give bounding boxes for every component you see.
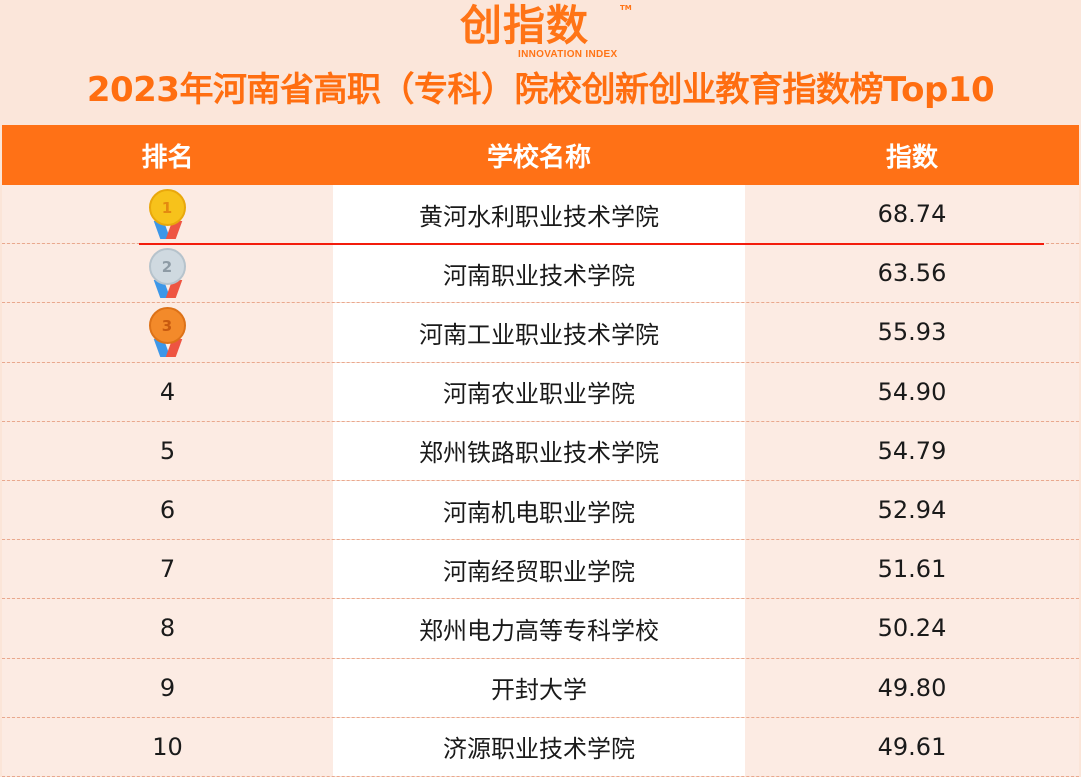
rank-number: 7 <box>159 555 176 584</box>
rank-number: 9 <box>159 673 176 702</box>
rank-cell: 4 <box>2 362 333 421</box>
medal-rank: 2 <box>148 248 186 286</box>
table-row: 5 郑州铁路职业技术学院 54.79 <box>2 421 1079 481</box>
school-name: 郑州电力高等专科学校 <box>333 599 745 658</box>
school-name: 郑州铁路职业技术学院 <box>333 421 745 480</box>
logo-tm: TM <box>620 4 632 12</box>
table-header: 排名 学校名称 指数 <box>2 125 1079 185</box>
index-value: 51.61 <box>745 540 1079 599</box>
table-row: 7 河南经贸职业学院 51.61 <box>2 540 1079 600</box>
table-row: 10 济源职业技术学院 49.61 <box>2 717 1079 777</box>
table-row: 2 河南职业技术学院 63.56 <box>2 244 1079 304</box>
rank-cell: 9 <box>2 658 333 717</box>
index-value: 54.79 <box>745 421 1079 480</box>
logo: 创指数 TM INNOVATION INDEX <box>460 4 635 62</box>
bronze-medal-icon: 3 <box>148 305 188 359</box>
rank-number: 5 <box>159 436 176 465</box>
rank-cell: 8 <box>2 599 333 658</box>
highlight-line <box>139 243 1044 245</box>
header-rank: 排名 <box>141 142 194 173</box>
rank-number: 6 <box>159 496 176 525</box>
ranking-table: 排名 学校名称 指数 1 黄河水利职业技术学院 68.74 2 河南职业技术学院… <box>2 125 1079 777</box>
logo-text: 创指数 <box>460 1 590 50</box>
school-name: 河南职业技术学院 <box>333 244 745 303</box>
index-value: 63.56 <box>745 244 1079 303</box>
school-name: 济源职业技术学院 <box>333 717 745 776</box>
rank-cell: 10 <box>2 717 333 776</box>
school-name: 河南农业职业学院 <box>333 362 745 421</box>
table-row: 4 河南农业职业学院 54.90 <box>2 362 1079 422</box>
index-value: 49.61 <box>745 717 1079 776</box>
logo-subtitle: INNOVATION INDEX <box>518 49 618 60</box>
rank-cell: 6 <box>2 480 333 540</box>
school-name: 开封大学 <box>333 658 745 717</box>
rank-number: 8 <box>159 614 176 643</box>
rank-cell: 7 <box>2 540 333 599</box>
rank-cell: 3 <box>2 303 333 362</box>
rank-number: 4 <box>159 377 176 406</box>
page-title: 2023年河南省高职（专科）院校创新创业教育指数榜Top10 <box>86 70 995 110</box>
school-name: 河南经贸职业学院 <box>333 540 745 599</box>
index-value: 50.24 <box>745 599 1079 658</box>
header-index: 指数 <box>885 142 938 173</box>
table-row: 6 河南机电职业学院 52.94 <box>2 480 1079 541</box>
table-row: 8 郑州电力高等专科学校 50.24 <box>2 599 1079 659</box>
table-body: 1 黄河水利职业技术学院 68.74 2 河南职业技术学院 63.56 3 河南… <box>2 185 1079 777</box>
school-name: 河南工业职业技术学院 <box>333 303 745 362</box>
index-value: 54.90 <box>745 362 1079 421</box>
table-row: 9 开封大学 49.80 <box>2 658 1079 718</box>
index-value: 49.80 <box>745 658 1079 717</box>
header-school: 学校名称 <box>486 142 591 173</box>
index-value: 55.93 <box>745 303 1079 362</box>
rank-cell: 2 <box>2 244 333 303</box>
school-name: 河南机电职业学院 <box>333 480 745 540</box>
medal-rank: 1 <box>148 189 186 227</box>
header: 创指数 TM INNOVATION INDEX 2023年河南省高职（专科）院校… <box>0 0 1081 125</box>
rank-cell: 1 <box>2 185 333 244</box>
index-value: 68.74 <box>745 185 1079 244</box>
table-row: 3 河南工业职业技术学院 55.93 <box>2 303 1079 363</box>
index-value: 52.94 <box>745 480 1079 540</box>
rank-number: 10 <box>152 732 183 761</box>
school-name: 黄河水利职业技术学院 <box>333 185 745 244</box>
table-row: 1 黄河水利职业技术学院 68.74 <box>2 185 1079 245</box>
silver-medal-icon: 2 <box>148 246 188 300</box>
gold-medal-icon: 1 <box>148 187 188 241</box>
medal-rank: 3 <box>148 307 186 345</box>
rank-cell: 5 <box>2 421 333 480</box>
